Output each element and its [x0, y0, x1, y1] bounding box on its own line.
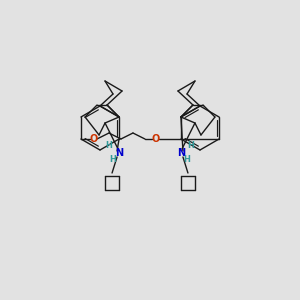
- Text: H: H: [106, 142, 112, 151]
- Text: H: H: [184, 154, 190, 164]
- Text: N: N: [115, 148, 123, 158]
- Text: H: H: [188, 142, 194, 151]
- Text: O: O: [90, 134, 98, 144]
- Text: N: N: [177, 148, 185, 158]
- Text: O: O: [152, 134, 160, 144]
- Text: H: H: [110, 154, 116, 164]
